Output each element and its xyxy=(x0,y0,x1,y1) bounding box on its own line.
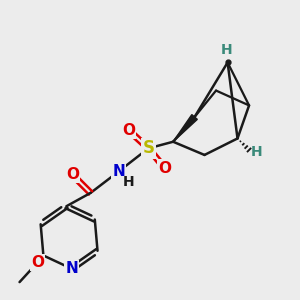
Text: S: S xyxy=(142,139,154,157)
Text: O: O xyxy=(66,167,79,182)
Text: H: H xyxy=(251,145,262,159)
Text: H: H xyxy=(221,43,233,57)
Text: H: H xyxy=(123,175,134,189)
Text: O: O xyxy=(31,255,44,270)
Text: N: N xyxy=(112,164,125,179)
Text: N: N xyxy=(65,261,78,276)
Text: O: O xyxy=(122,123,135,138)
Polygon shape xyxy=(173,115,197,142)
Text: O: O xyxy=(158,161,171,176)
